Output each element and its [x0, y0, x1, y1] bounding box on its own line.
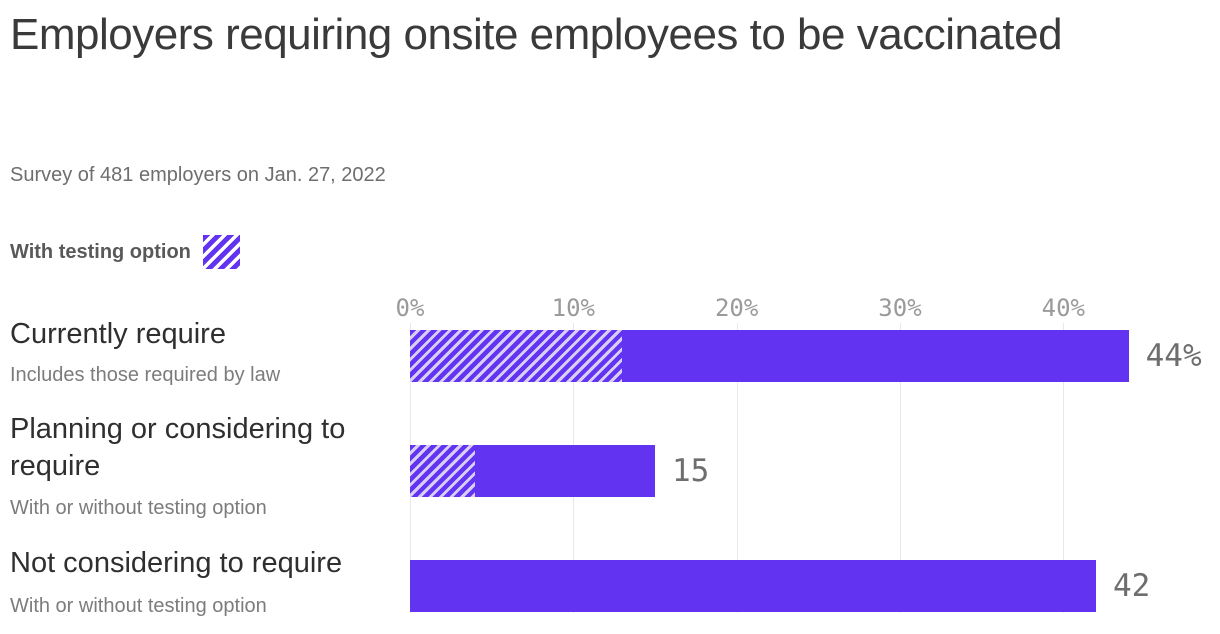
x-axis-tick-label: 20% — [714, 294, 759, 322]
bar-value-label: 44% — [1145, 338, 1202, 374]
category-sublabel: With or without testing option — [10, 595, 267, 617]
chart-subtitle: Survey of 481 employers on Jan. 27, 2022 — [10, 164, 386, 186]
category-sublabel: With or without testing option — [10, 497, 267, 519]
bar-solid-segment — [622, 330, 1129, 382]
bar-value-label: 42 — [1112, 568, 1151, 604]
x-axis-tick-label: 0% — [395, 294, 425, 322]
category-label: Not considering to require — [10, 547, 343, 579]
category-label: Currently require — [10, 318, 226, 350]
x-axis-tick-label: 10% — [551, 294, 596, 322]
category-label: Planning or considering to require — [10, 413, 346, 482]
category-sublabel: Includes those required by law — [10, 364, 281, 386]
bar-solid-segment — [410, 560, 1096, 612]
gridline — [736, 323, 738, 613]
bar-value-label: 15 — [671, 453, 710, 489]
chart-title: Employers requiring onsite employees to … — [10, 10, 1063, 59]
bar-hatch-segment — [410, 330, 623, 382]
legend-hatch-swatch-icon — [202, 235, 240, 269]
gridline — [899, 323, 901, 613]
legend: With testing option — [10, 235, 240, 269]
legend-label: With testing option — [10, 240, 191, 263]
bar-hatch-segment — [410, 445, 476, 497]
bar-solid-segment — [475, 445, 655, 497]
gridline — [1063, 323, 1065, 613]
x-axis-tick-label: 40% — [1041, 294, 1085, 322]
x-axis-tick-label: 30% — [878, 294, 922, 322]
